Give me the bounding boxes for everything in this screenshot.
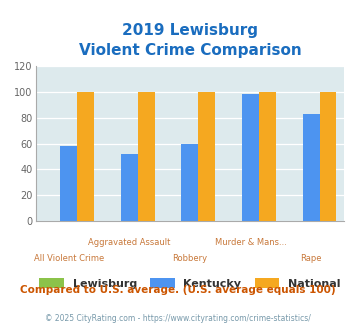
Text: Compared to U.S. average. (U.S. average equals 100): Compared to U.S. average. (U.S. average … bbox=[20, 285, 335, 295]
Text: All Violent Crime: All Violent Crime bbox=[34, 254, 104, 263]
Title: 2019 Lewisburg
Violent Crime Comparison: 2019 Lewisburg Violent Crime Comparison bbox=[78, 23, 301, 58]
Bar bbox=[77, 92, 94, 221]
Legend: Lewisburg, Kentucky, National: Lewisburg, Kentucky, National bbox=[35, 273, 345, 293]
Text: Murder & Mans...: Murder & Mans... bbox=[214, 238, 286, 247]
Bar bbox=[242, 94, 259, 221]
Text: Aggravated Assault: Aggravated Assault bbox=[88, 238, 170, 247]
Bar bbox=[198, 92, 215, 221]
Bar bbox=[181, 144, 198, 221]
Text: Rape: Rape bbox=[300, 254, 322, 263]
Bar bbox=[259, 92, 276, 221]
Text: Robbery: Robbery bbox=[173, 254, 207, 263]
Text: © 2025 CityRating.com - https://www.cityrating.com/crime-statistics/: © 2025 CityRating.com - https://www.city… bbox=[45, 314, 310, 323]
Bar bbox=[302, 114, 320, 221]
Bar bbox=[320, 92, 337, 221]
Bar bbox=[138, 92, 155, 221]
Bar bbox=[60, 146, 77, 221]
Bar bbox=[121, 154, 138, 221]
